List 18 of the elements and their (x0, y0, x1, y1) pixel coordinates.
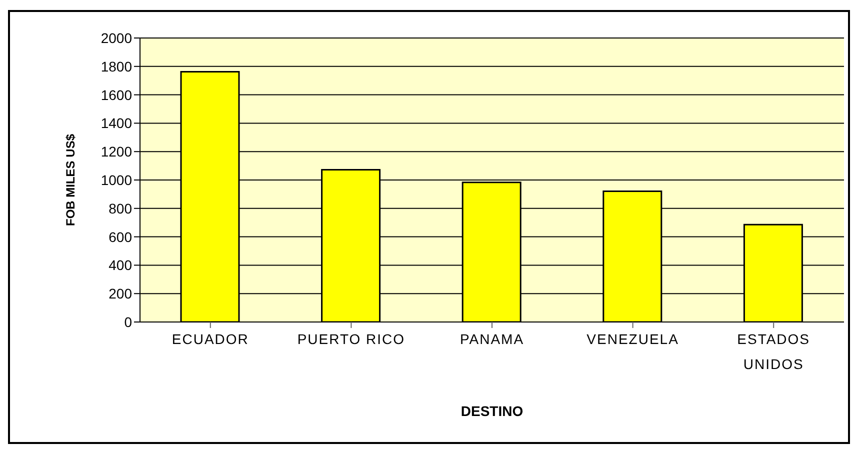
y-tick-label: 200 (108, 286, 132, 302)
y-tick-label: 1400 (100, 115, 132, 132)
y-tick-label: 1800 (100, 58, 132, 74)
x-tick-label: ECUADOR (172, 331, 249, 347)
x-tick-label: ESTADOS UNIDOS (737, 331, 810, 372)
y-tick-label: 600 (108, 228, 132, 245)
y-tick-label: 1200 (100, 144, 132, 160)
y-tick-label: 1000 (100, 172, 132, 188)
y-tick-label: 0 (124, 314, 132, 330)
y-axis-title: FOB MILES US$ (63, 134, 78, 226)
y-tick-label: 1600 (100, 86, 132, 103)
x-tick-label: PUERTO RICO (297, 331, 406, 347)
x-axis-title: DESTINO (460, 403, 524, 419)
y-tick-label: 2000 (100, 30, 132, 46)
y-tick-label: 800 (108, 200, 132, 216)
x-tick-label: VENEZUELA (586, 331, 679, 347)
x-tick-label: PANAMA (460, 331, 524, 347)
y-tick-label: 400 (108, 257, 132, 274)
